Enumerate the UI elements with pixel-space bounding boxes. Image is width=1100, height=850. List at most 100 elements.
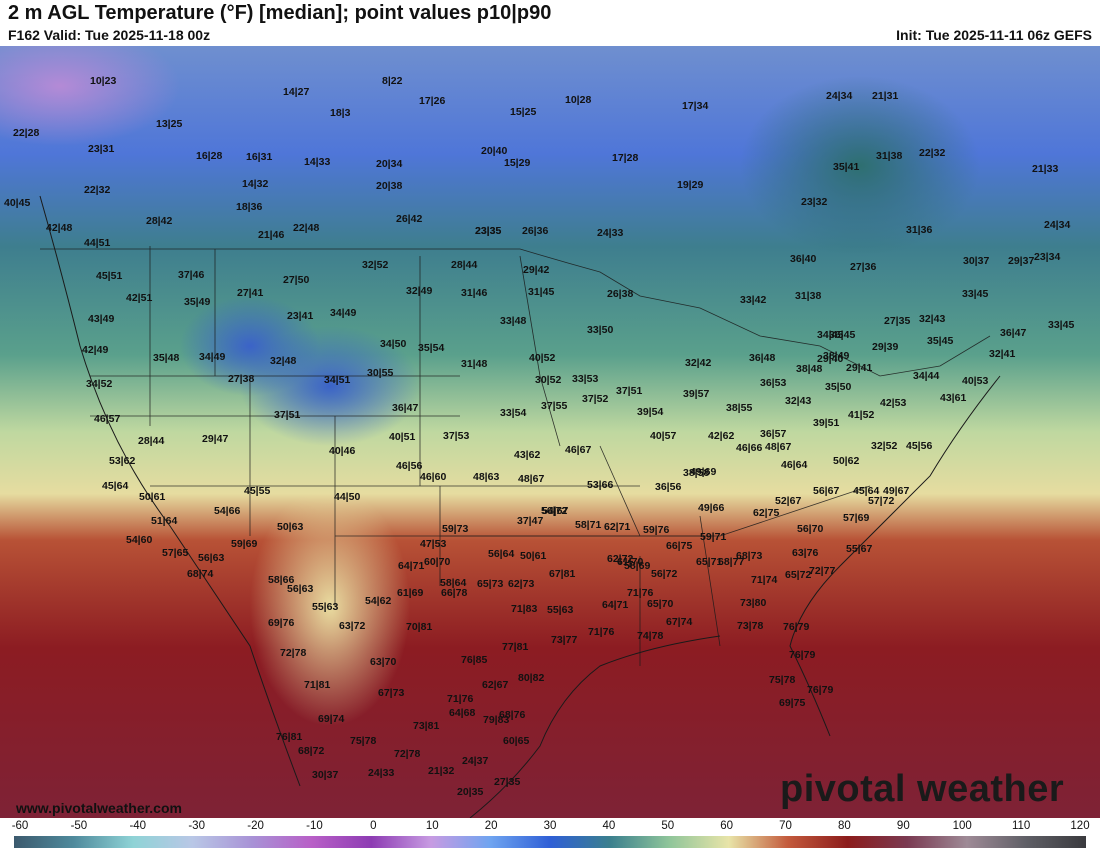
point-value-label: 32|42	[685, 357, 712, 369]
temperature-map[interactable]: 10|23 14|27 8|22 17|26 15|25 10|28 17|34 22|28 1…	[0, 46, 1100, 818]
point-value-label: 65|72	[785, 569, 812, 581]
point-value-label: 30|37	[963, 255, 990, 267]
point-value-label: 72|78	[280, 647, 307, 659]
point-value-label: 17|28	[612, 152, 639, 164]
point-value-label: 20|34	[376, 158, 403, 170]
point-value-label: 72|77	[809, 565, 836, 577]
point-value-label: 71|76	[447, 693, 474, 705]
point-value-label: 45|64	[102, 480, 129, 492]
point-value-label: 23|35	[475, 225, 502, 237]
point-value-label: 31|38	[876, 150, 903, 162]
point-value-label: 33|48	[500, 315, 527, 327]
point-value-label: 58|69	[624, 560, 651, 572]
colorbar-tick-label: 30	[543, 820, 557, 832]
point-value-label: 34|52	[86, 378, 113, 390]
point-value-label: 57|69	[843, 512, 870, 524]
point-value-label: 53|66	[587, 479, 614, 491]
point-value-label: 55|63	[312, 601, 339, 613]
point-value-label: 38|49	[823, 350, 850, 362]
point-value-label: 48|67	[765, 441, 792, 453]
point-value-label: 60|65	[503, 735, 530, 747]
point-value-label: 70|81	[406, 621, 433, 633]
point-value-label: 34|50	[380, 338, 407, 350]
point-value-label: 62|67	[482, 679, 509, 691]
point-value-label: 79|83	[483, 714, 510, 726]
colorbar-tick-label: 70	[779, 820, 792, 832]
point-value-label: 57|72	[868, 495, 895, 507]
point-value-label: 20|40	[481, 145, 508, 157]
point-value-label: 73|78	[737, 620, 764, 632]
point-value-label: 45|64	[853, 485, 880, 497]
point-value-label: 23|31	[88, 143, 115, 155]
point-value-label: 22|28	[13, 127, 40, 139]
point-value-label: 15|29	[504, 157, 531, 169]
point-value-label: 29|47	[202, 433, 229, 445]
point-value-label: 32|52	[871, 440, 898, 452]
colorbar-gradient	[14, 836, 1086, 848]
colorbar-tick-label: -60	[11, 820, 29, 832]
point-value-label: 33|50	[587, 324, 614, 336]
point-value-label: 69|76	[268, 617, 295, 629]
point-value-label: 31|46	[461, 287, 488, 299]
point-value-label: 43|49	[88, 313, 115, 325]
point-value-label: 24|33	[597, 227, 624, 239]
point-value-label: 69|75	[779, 697, 806, 709]
point-value-label: 22|32	[919, 147, 946, 159]
point-value-label: 42|53	[880, 397, 907, 409]
map-title: 2 m AGL Temperature (°F) [median]; point…	[8, 2, 552, 24]
point-value-label: 36|48	[749, 352, 776, 364]
point-value-label: 23|34	[1034, 251, 1061, 263]
point-value-label: 56|72	[651, 568, 678, 580]
point-value-label: 26|36	[522, 225, 549, 237]
point-value-label: 58|64	[440, 577, 467, 589]
point-value-label: 45|51	[96, 270, 123, 282]
point-value-label: 63|70	[370, 656, 397, 668]
point-value-label: 80|82	[518, 672, 545, 684]
point-value-label: 46|66	[736, 442, 763, 454]
point-value-label: 39|54	[637, 406, 664, 418]
point-value-label: 27|50	[283, 274, 310, 286]
point-value-label: 68|74	[187, 568, 214, 580]
point-value-label: 69|74	[318, 713, 345, 725]
point-value-label: 31|38	[795, 290, 822, 302]
point-value-label: 45|55	[244, 485, 271, 497]
colorbar-tick-label: 60	[720, 820, 734, 832]
header: 2 m AGL Temperature (°F) [median]; point…	[0, 0, 1100, 46]
point-value-label: 48|67	[518, 473, 545, 485]
point-value-label: 38|48	[796, 363, 823, 375]
point-value-label: 46|57	[94, 413, 121, 425]
point-value-label: 27|41	[237, 287, 264, 299]
point-value-label: 16|28	[196, 150, 223, 162]
point-value-label: 67|81	[549, 568, 576, 580]
colorbar-tick-label: 80	[838, 820, 851, 832]
point-value-label: 29|39	[872, 341, 899, 353]
point-value-label: 36|56	[655, 481, 682, 493]
point-value-label: 31|48	[461, 358, 488, 370]
point-value-label: 59|73	[442, 523, 469, 535]
point-value-label: 71|76	[588, 626, 615, 638]
point-value-label: 35|54	[418, 342, 445, 354]
point-value-label: 51|64	[151, 515, 178, 527]
point-value-label: 15|25	[510, 106, 537, 118]
point-value-label: 49|67	[883, 485, 910, 497]
point-value-label: 37|52	[582, 393, 609, 405]
point-value-label: 37|53	[443, 430, 470, 442]
point-value-label: 65|71	[696, 556, 723, 568]
point-value-label: 33|54	[500, 407, 527, 419]
colorbar-tick-label: 40	[602, 820, 616, 832]
colorbar-tick-label: -10	[306, 820, 323, 832]
point-value-label: 64|71	[602, 599, 629, 611]
colorbar-tick-label: -20	[247, 820, 264, 832]
point-value-label: 62|72	[607, 553, 634, 565]
point-value-label: 40|45	[4, 197, 31, 209]
point-value-label: 18|36	[236, 201, 263, 213]
point-value-label: 73|77	[551, 634, 578, 646]
point-value-label: 31|45	[528, 286, 555, 298]
source-url: www.pivotalweather.com	[16, 800, 182, 816]
point-value-label: 24|37	[462, 755, 489, 767]
point-value-label: 76|81	[276, 731, 303, 743]
colorbar-tick-label: -40	[129, 820, 147, 832]
point-value-label: 66|78	[441, 587, 468, 599]
point-value-label: 56|64	[488, 548, 515, 560]
valid-time: F162 Valid: Tue 2025-11-18 00z	[8, 27, 211, 43]
